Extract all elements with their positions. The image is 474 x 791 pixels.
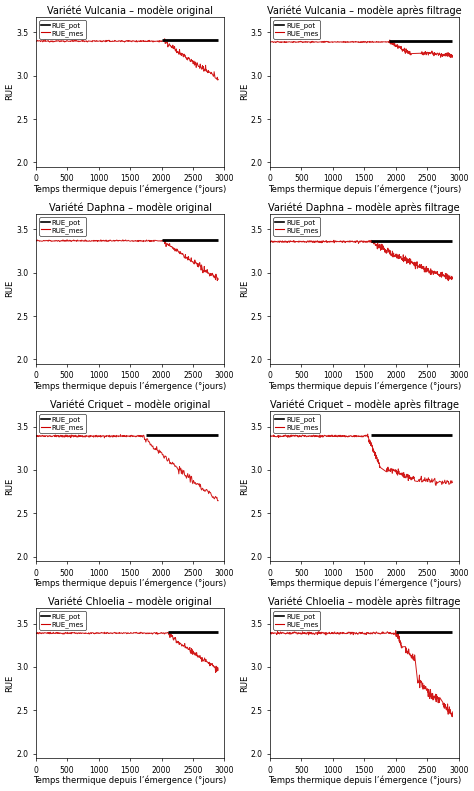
X-axis label: Temps thermique depuis l’émergence (°jours): Temps thermique depuis l’émergence (°jou…	[34, 579, 227, 589]
X-axis label: Temps thermique depuis l’émergence (°jours): Temps thermique depuis l’émergence (°jou…	[34, 185, 227, 195]
Legend: RUE_pot, RUE_mes: RUE_pot, RUE_mes	[39, 21, 86, 39]
Legend: RUE_pot, RUE_mes: RUE_pot, RUE_mes	[273, 611, 320, 630]
Legend: RUE_pot, RUE_mes: RUE_pot, RUE_mes	[273, 21, 320, 39]
Y-axis label: RUE: RUE	[240, 83, 249, 100]
Title: Variété Daphna – modèle après filtrage: Variété Daphna – modèle après filtrage	[268, 202, 460, 213]
Title: Variété Chloelia – modèle original: Variété Chloelia – modèle original	[48, 596, 212, 607]
Title: Variété Criquet – modèle original: Variété Criquet – modèle original	[50, 399, 210, 411]
Title: Variété Chloelia – modèle après filtrage: Variété Chloelia – modèle après filtrage	[268, 596, 461, 607]
Legend: RUE_pot, RUE_mes: RUE_pot, RUE_mes	[39, 611, 86, 630]
Title: Variété Daphna – modèle original: Variété Daphna – modèle original	[49, 202, 211, 213]
Y-axis label: RUE: RUE	[240, 675, 249, 691]
X-axis label: Temps thermique depuis l’émergence (°jours): Temps thermique depuis l’émergence (°jou…	[268, 579, 461, 589]
Y-axis label: RUE: RUE	[6, 675, 15, 691]
Y-axis label: RUE: RUE	[240, 280, 249, 297]
X-axis label: Temps thermique depuis l’émergence (°jours): Temps thermique depuis l’émergence (°jou…	[268, 776, 461, 785]
X-axis label: Temps thermique depuis l’émergence (°jours): Temps thermique depuis l’émergence (°jou…	[34, 382, 227, 392]
Y-axis label: RUE: RUE	[6, 477, 15, 494]
Legend: RUE_pot, RUE_mes: RUE_pot, RUE_mes	[273, 414, 320, 433]
Legend: RUE_pot, RUE_mes: RUE_pot, RUE_mes	[39, 218, 86, 236]
Title: Variété Criquet – modèle après filtrage: Variété Criquet – modèle après filtrage	[270, 399, 459, 411]
Legend: RUE_pot, RUE_mes: RUE_pot, RUE_mes	[273, 218, 320, 236]
Title: Variété Vulcania – modèle original: Variété Vulcania – modèle original	[47, 6, 213, 16]
Y-axis label: RUE: RUE	[6, 280, 15, 297]
Y-axis label: RUE: RUE	[240, 477, 249, 494]
Title: Variété Vulcania – modèle après filtrage: Variété Vulcania – modèle après filtrage	[267, 6, 462, 16]
Y-axis label: RUE: RUE	[6, 83, 15, 100]
Legend: RUE_pot, RUE_mes: RUE_pot, RUE_mes	[39, 414, 86, 433]
X-axis label: Temps thermique depuis l’émergence (°jours): Temps thermique depuis l’émergence (°jou…	[268, 185, 461, 195]
X-axis label: Temps thermique depuis l’émergence (°jours): Temps thermique depuis l’émergence (°jou…	[268, 382, 461, 392]
X-axis label: Temps thermique depuis l’émergence (°jours): Temps thermique depuis l’émergence (°jou…	[34, 776, 227, 785]
